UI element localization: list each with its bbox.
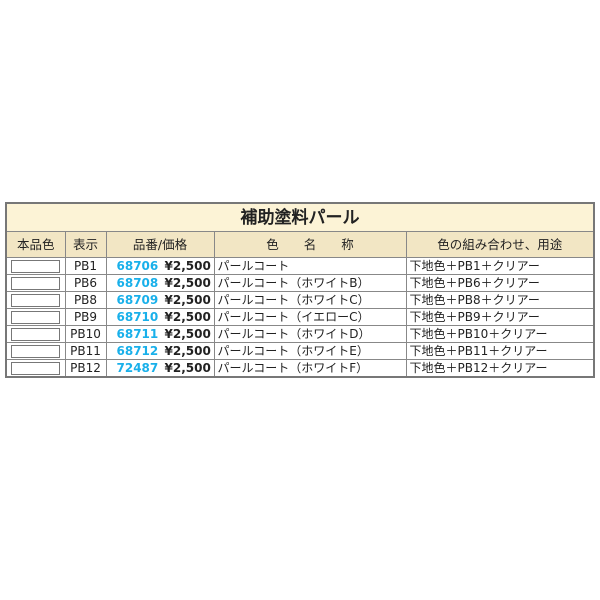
price: ¥2,500	[164, 293, 211, 307]
table-row: PB12 72487 ¥2,500 パールコート（ホワイトF） 下地色＋PB12＋…	[5, 359, 595, 378]
color-swatch	[11, 259, 61, 273]
display-code: PB6	[64, 274, 107, 292]
table-row: PB9 68710 ¥2,500 パールコート（イエローC） 下地色＋PB9＋クリ…	[5, 308, 595, 326]
color-swatch	[11, 310, 61, 324]
number-price-cell: 68708 ¥2,500	[105, 274, 215, 292]
color-name: パールコート（ホワイトD）	[213, 325, 407, 343]
display-code: PB1	[64, 257, 107, 275]
color-swatch	[11, 344, 61, 358]
product-number: 68712	[116, 344, 159, 358]
table-title: 補助塗料パール	[5, 202, 595, 232]
product-number: 72487	[116, 361, 159, 375]
price: ¥2,500	[164, 259, 211, 273]
usage: 下地色＋PB6＋クリアー	[405, 274, 595, 292]
table-row: PB6 68708 ¥2,500 パールコート（ホワイトB） 下地色＋PB6＋クリ…	[5, 274, 595, 292]
number-price-cell: 68710 ¥2,500	[105, 308, 215, 326]
number-price-cell: 68712 ¥2,500	[105, 342, 215, 360]
header-number-price: 品番/価格	[105, 231, 215, 258]
number-price-cell: 72487 ¥2,500	[105, 359, 215, 378]
color-swatch-cell	[5, 291, 66, 309]
price: ¥2,500	[164, 344, 211, 358]
color-swatch-cell	[5, 274, 66, 292]
table-row: PB11 68712 ¥2,500 パールコート（ホワイトE） 下地色＋PB11＋…	[5, 342, 595, 360]
color-name: パールコート（ホワイトF）	[213, 359, 407, 378]
usage: 下地色＋PB12＋クリアー	[405, 359, 595, 378]
display-code: PB8	[64, 291, 107, 309]
product-number: 68709	[116, 293, 159, 307]
color-name: パールコート	[213, 257, 407, 275]
display-code: PB12	[64, 359, 107, 378]
pearl-paint-table: 補助塗料パール 本品色 表示 品番/価格 色 名 称 色の組み合わせ、用途 PB…	[5, 202, 595, 378]
product-number: 68708	[116, 276, 159, 290]
usage: 下地色＋PB9＋クリアー	[405, 308, 595, 326]
price: ¥2,500	[164, 327, 211, 341]
table-row: PB8 68709 ¥2,500 パールコート（ホワイトC） 下地色＋PB8＋クリ…	[5, 291, 595, 309]
color-swatch-cell	[5, 257, 66, 275]
color-swatch	[11, 361, 61, 375]
usage: 下地色＋PB1＋クリアー	[405, 257, 595, 275]
usage: 下地色＋PB11＋クリアー	[405, 342, 595, 360]
header-color: 本品色	[5, 231, 66, 258]
price: ¥2,500	[164, 276, 211, 290]
color-swatch	[11, 327, 61, 341]
usage: 下地色＋PB8＋クリアー	[405, 291, 595, 309]
color-swatch-cell	[5, 359, 66, 378]
color-swatch	[11, 293, 61, 307]
display-code: PB10	[64, 325, 107, 343]
product-number: 68710	[116, 310, 159, 324]
product-number: 68711	[116, 327, 159, 341]
header-display: 表示	[64, 231, 107, 258]
color-name: パールコート（ホワイトB）	[213, 274, 407, 292]
color-swatch-cell	[5, 325, 66, 343]
color-swatch-cell	[5, 308, 66, 326]
table-row: PB1 68706 ¥2,500 パールコート 下地色＋PB1＋クリアー	[5, 257, 595, 275]
color-swatch-cell	[5, 342, 66, 360]
color-name: パールコート（ホワイトE）	[213, 342, 407, 360]
display-code: PB11	[64, 342, 107, 360]
table-row: PB10 68711 ¥2,500 パールコート（ホワイトD） 下地色＋PB10＋…	[5, 325, 595, 343]
header-usage: 色の組み合わせ、用途	[405, 231, 595, 258]
color-name: パールコート（イエローC）	[213, 308, 407, 326]
number-price-cell: 68709 ¥2,500	[105, 291, 215, 309]
usage: 下地色＋PB10＋クリアー	[405, 325, 595, 343]
color-name: パールコート（ホワイトC）	[213, 291, 407, 309]
product-number: 68706	[116, 259, 159, 273]
price: ¥2,500	[164, 361, 211, 375]
color-swatch	[11, 276, 61, 290]
number-price-cell: 68711 ¥2,500	[105, 325, 215, 343]
header-color-name: 色 名 称	[213, 231, 407, 258]
number-price-cell: 68706 ¥2,500	[105, 257, 215, 275]
price: ¥2,500	[164, 310, 211, 324]
display-code: PB9	[64, 308, 107, 326]
